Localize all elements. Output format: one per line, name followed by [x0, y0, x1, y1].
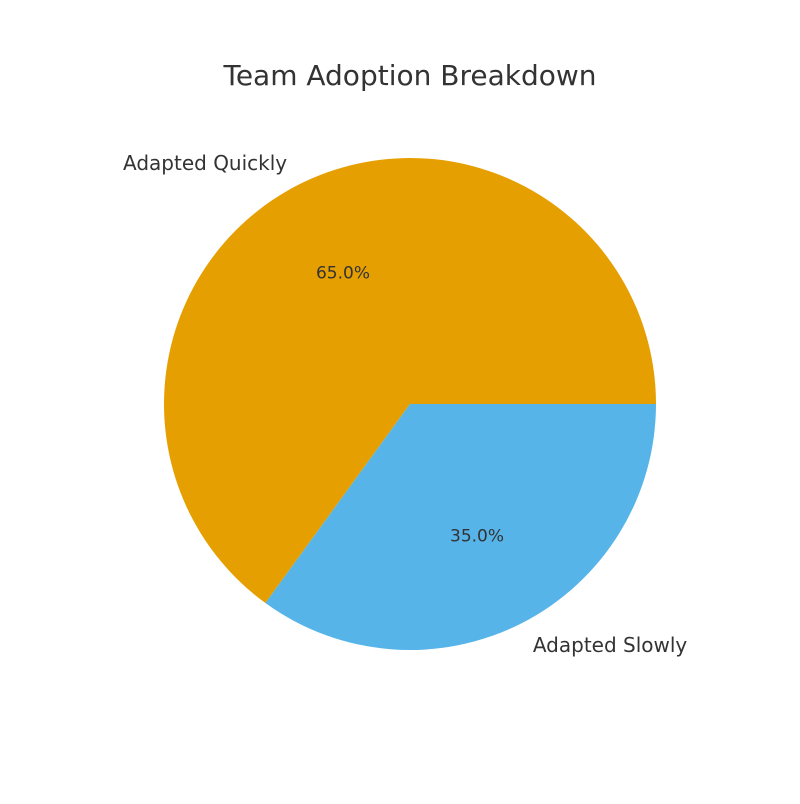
slice-percent-label: 35.0%: [450, 527, 504, 547]
pie-slice-adapted-quickly: [163, 158, 657, 604]
slice-percent-label: 65.0%: [316, 263, 370, 283]
pie-slice-adapted-slowly: [265, 404, 656, 650]
slice-label: Adapted Slowly: [533, 633, 688, 657]
slice-label: Adapted Quickly: [123, 151, 287, 175]
chart-title: Team Adoption Breakdown: [222, 59, 596, 92]
